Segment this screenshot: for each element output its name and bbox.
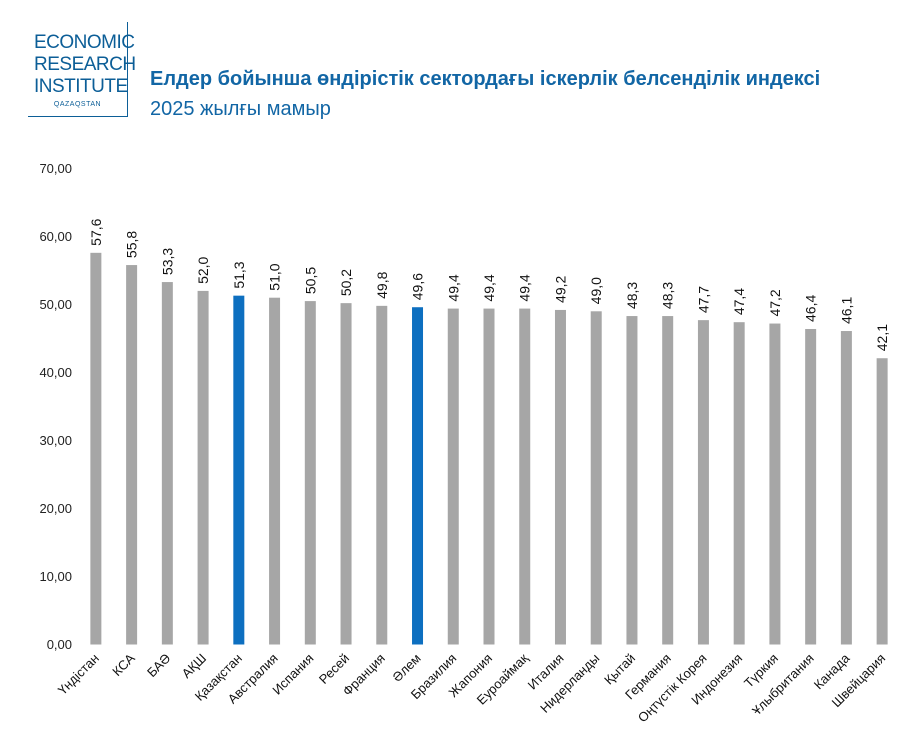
bar [590, 311, 602, 645]
bar [412, 307, 424, 645]
bar [269, 297, 281, 645]
bar [805, 328, 817, 645]
bar [233, 295, 245, 645]
x-tick-label: Үндістан [55, 651, 102, 698]
bars [90, 252, 888, 645]
bar [304, 301, 316, 645]
bar [161, 282, 173, 645]
bar [840, 331, 852, 645]
data-label: 48,3 [660, 282, 676, 309]
data-label: 57,6 [88, 218, 104, 245]
data-label: 51,0 [267, 263, 283, 290]
bar [376, 305, 388, 645]
data-label: 49,0 [588, 277, 604, 304]
x-tick-label: КСА [109, 650, 138, 679]
data-label: 52,0 [195, 256, 211, 283]
y-tick-label: 40,00 [39, 365, 72, 380]
data-label: 47,4 [731, 288, 747, 315]
bar [90, 252, 102, 645]
y-tick-label: 30,00 [39, 433, 72, 448]
bar [876, 358, 888, 645]
bar [697, 320, 709, 645]
data-label: 46,1 [838, 297, 854, 324]
bar [197, 290, 209, 645]
data-label: 51,3 [231, 261, 247, 288]
data-label: 42,1 [874, 324, 890, 351]
bar [769, 323, 781, 645]
bar [662, 316, 674, 645]
data-label: 47,2 [767, 289, 783, 316]
y-tick-label: 10,00 [39, 569, 72, 584]
data-label: 50,5 [302, 267, 318, 294]
x-tick-label: АҚШ [179, 651, 210, 682]
y-tick-label: 70,00 [39, 161, 72, 176]
data-label: 48,3 [624, 282, 640, 309]
x-tick-label: БАӘ [144, 650, 174, 680]
bar [554, 309, 566, 645]
data-label: 53,3 [159, 248, 175, 275]
data-label: 49,6 [410, 273, 426, 300]
chart-subtitle: 2025 жылғы мамыр [150, 98, 331, 120]
x-axis-labels: Үндістан КСА БАӘ АҚШҚазақстанАвстралияИспан… [55, 650, 888, 725]
data-label: 46,4 [803, 295, 819, 322]
y-axis: 0,00 10,00 20,00 30,00 40,00 50,00 60,00 70,00 [39, 161, 72, 652]
bar [447, 308, 459, 645]
bar [126, 265, 138, 645]
data-label: 49,8 [374, 271, 390, 298]
data-label: 49,4 [517, 274, 533, 301]
data-label: 55,8 [124, 231, 140, 258]
logo-subtitle: QAZAQSTAN [53, 101, 102, 108]
chart-title: Елдер бойынша өндірістік сектордағы іске… [150, 68, 821, 90]
logo-line-1: ECONOMIC [34, 32, 135, 53]
bar [340, 303, 352, 645]
bar [483, 308, 495, 645]
data-label: 50,2 [338, 269, 354, 296]
y-tick-label: 60,00 [39, 229, 72, 244]
logo-line-2: RESEARCH [34, 54, 136, 75]
logo-line-3: INSTITUTE [34, 76, 128, 97]
bar [733, 322, 745, 645]
y-tick-label: 20,00 [39, 501, 72, 516]
logo: ECONOMIC RESEARCH INSTITUTE QAZAQSTAN [28, 22, 136, 117]
data-label: 47,7 [695, 286, 711, 313]
data-labels: 57,6 55,8 53,3 52,0 51,3 51,0 50,5 50,2 49,8 49,6… [88, 218, 890, 351]
y-tick-label: 0,00 [47, 637, 72, 652]
data-label: 49,4 [445, 274, 461, 301]
data-label: 49,2 [552, 275, 568, 302]
bar [519, 308, 531, 645]
y-tick-label: 50,00 [39, 297, 72, 312]
bar [626, 316, 638, 645]
data-label: 49,4 [481, 274, 497, 301]
